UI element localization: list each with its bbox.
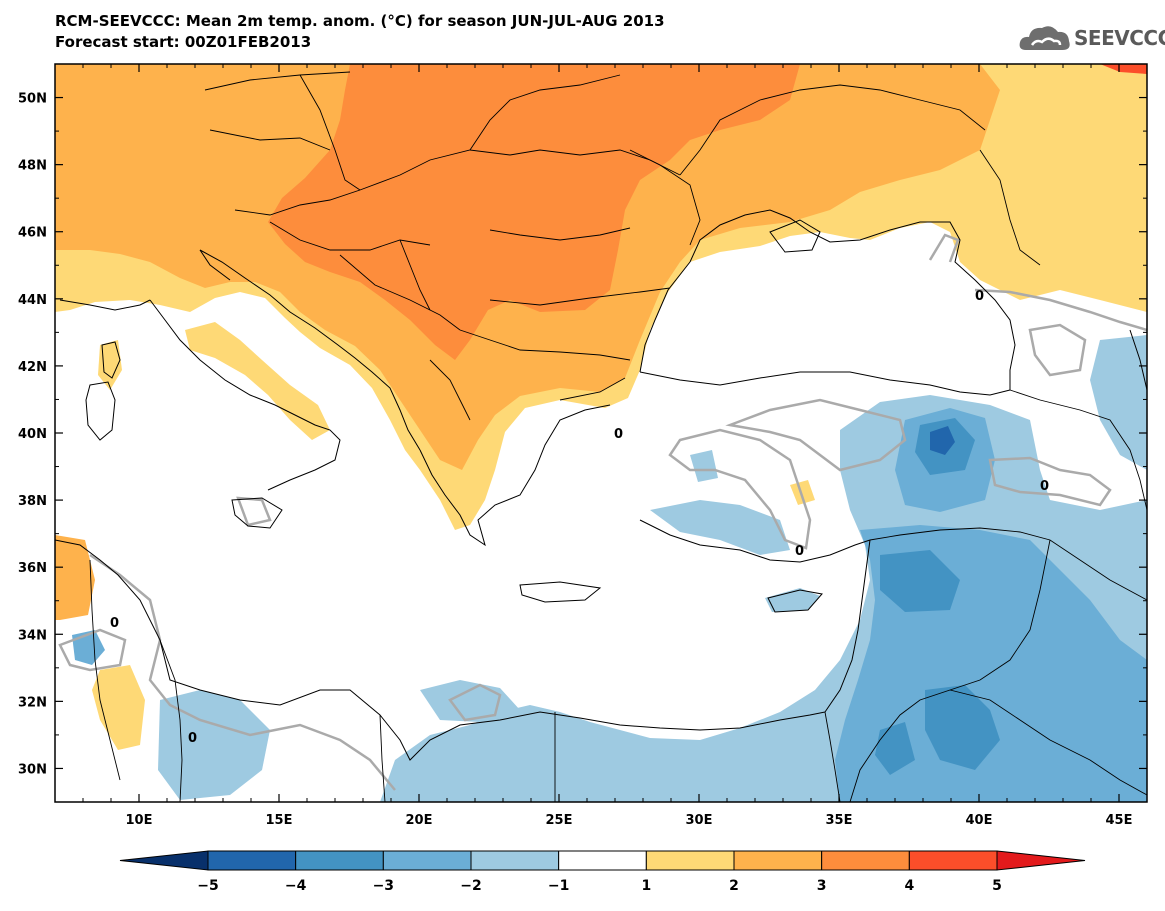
cool-region-jordan-core — [875, 722, 915, 775]
forecast-start: Forecast start: 00Z01FEB2013 — [55, 33, 312, 51]
cool-region-iraq-core — [925, 685, 1000, 770]
colorbar-box — [908, 850, 998, 871]
colorbar-label: 1 — [641, 878, 651, 894]
x-axis: 10E 15E 20E 25E 30E 35E 40E 45E — [54, 64, 1148, 828]
y-axis: 30N 32N 34N 36N 38N 40N 42N 44N 46N 48N 50N — [18, 63, 1147, 803]
colorbar-label: 2 — [729, 878, 739, 894]
colorbar-box — [295, 850, 384, 871]
colorbar-box — [645, 850, 735, 871]
colorbar-max-extension — [996, 850, 1086, 871]
cloud-logo-icon — [1019, 26, 1070, 50]
colorbar-label: −2 — [460, 878, 481, 894]
cool-region-aegean — [690, 450, 718, 482]
contour-label: 0 — [1040, 479, 1049, 494]
seevccc-logo: SEEVCCC — [1018, 20, 1165, 56]
x-tick-label: 35E — [826, 813, 853, 828]
colorbar-label: −4 — [285, 878, 307, 894]
colorbar-label: 3 — [817, 878, 827, 894]
colorbar: −5 −4 −3 −2 −1 1 2 3 4 5 — [119, 850, 1086, 894]
cool-region-tunisia — [72, 630, 105, 665]
map-title: RCM-SEEVCCC: Mean 2m temp. anom. (°C) fo… — [55, 12, 665, 30]
y-tick-label: 40N — [18, 427, 47, 442]
warm-patch-tunisia — [92, 665, 145, 750]
colorbar-label: 4 — [904, 878, 914, 894]
coastlines — [55, 209, 1147, 761]
colorbar-box — [558, 850, 647, 871]
contour-label: 0 — [795, 544, 804, 559]
x-tick-label: 40E — [966, 813, 993, 828]
contour-label: 0 — [614, 427, 623, 442]
cool-region-cyprus — [765, 588, 820, 612]
anomaly-field: 0 0 0 0 0 0 — [55, 64, 1147, 802]
y-tick-label: 34N — [18, 628, 47, 643]
contour-label: 0 — [975, 289, 984, 304]
warm-region-hotspot — [1100, 64, 1147, 74]
colorbar-label: 5 — [992, 878, 1002, 894]
y-tick-label: 30N — [18, 762, 47, 777]
warm-region-3-4 — [268, 64, 800, 360]
y-tick-label: 46N — [18, 226, 47, 241]
contour-label: 0 — [188, 731, 197, 746]
warm-patch-turkey — [790, 480, 815, 505]
x-tick-label: 10E — [126, 813, 153, 828]
x-tick-label: 20E — [406, 813, 433, 828]
y-tick-label: 48N — [18, 159, 47, 174]
colorbar-label: −1 — [548, 878, 569, 894]
y-tick-label: 32N — [18, 695, 47, 710]
colorbar-min-extension — [119, 850, 209, 871]
contour-labels: 0 0 0 0 0 0 — [110, 289, 1049, 746]
x-tick-label: 25E — [546, 813, 573, 828]
y-tick-label: 36N — [18, 561, 47, 576]
y-tick-label: 50N — [18, 92, 47, 107]
y-tick-label: 44N — [18, 293, 47, 308]
warm-patch-algeria — [55, 535, 95, 620]
colorbar-label: −5 — [197, 878, 218, 894]
cool-region-caucasus — [1090, 335, 1147, 470]
warm-patch-italy — [185, 322, 330, 440]
colorbar-box — [207, 850, 297, 871]
cool-region-syria-core — [880, 550, 960, 612]
country-borders — [89, 71, 1147, 802]
colorbar-box — [470, 850, 560, 871]
y-tick-label: 38N — [18, 494, 47, 509]
x-tick-label: 15E — [266, 813, 293, 828]
y-tick-label: 42N — [18, 360, 47, 375]
warm-patch-corsica — [98, 340, 122, 390]
cool-region-turkey-west — [650, 500, 790, 555]
colorbar-box — [733, 850, 823, 871]
colorbar-box — [821, 850, 910, 871]
cool-region-4-5 — [930, 426, 955, 455]
zero-contours — [58, 233, 1147, 791]
contour-label: 0 — [110, 616, 119, 631]
x-tick-label: 45E — [1106, 813, 1133, 828]
logo-text: SEEVCCC — [1074, 26, 1165, 50]
colorbar-box — [382, 850, 472, 871]
cool-region-libya — [158, 690, 270, 800]
colorbar-label: −3 — [373, 878, 394, 894]
x-tick-label: 30E — [686, 813, 713, 828]
